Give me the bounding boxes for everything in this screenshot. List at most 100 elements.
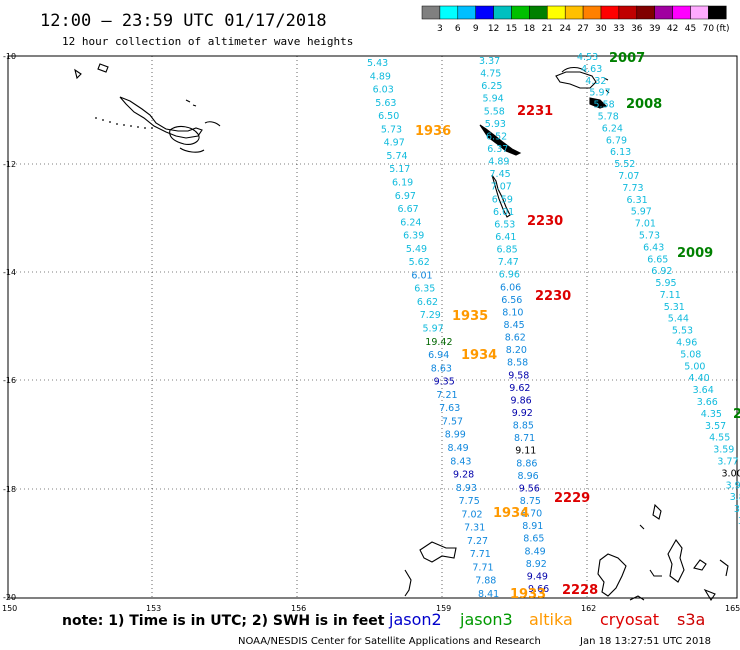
wave-height-value: 6.25 bbox=[481, 81, 502, 92]
pass-label-2009: 2009 bbox=[677, 246, 713, 261]
scale-label: 12 bbox=[488, 24, 499, 34]
scale-label: 15 bbox=[506, 24, 517, 34]
wave-height-value: 7.02 bbox=[461, 509, 482, 520]
wave-height-value: 6.37 bbox=[487, 144, 508, 155]
pass-label-2231: 2231 bbox=[517, 104, 553, 119]
scale-label: 18 bbox=[524, 24, 536, 34]
wave-height-value: 8.86 bbox=[516, 458, 537, 469]
pass-labels: 2007 2008 2231 1936 2230 2009 2230 1935 … bbox=[415, 51, 713, 602]
pass-label-1934-a: 1934 bbox=[461, 348, 497, 363]
wave-height-value: 7.01 bbox=[635, 219, 656, 230]
wave-height-value: 4.89 bbox=[370, 71, 391, 82]
wave-height-value: 6.24 bbox=[602, 123, 623, 134]
wave-height-value: 6.96 bbox=[499, 270, 520, 281]
wave-height-value: 5.97 bbox=[423, 324, 444, 335]
satellite-legend: jason2 jason3 altika cryosat s3a bbox=[388, 610, 705, 629]
wave-height-value: 6.35 bbox=[414, 284, 435, 295]
lon-label: 162 bbox=[581, 604, 596, 613]
wave-height-value: 6.59 bbox=[492, 194, 513, 205]
wave-height-value: 8.91 bbox=[522, 521, 543, 532]
wave-height-value: 8.49 bbox=[525, 546, 546, 557]
legend-jason3: jason3 bbox=[459, 610, 513, 629]
pass-label-2230-b: 2230 bbox=[535, 289, 571, 304]
wave-height-value: 4.55 bbox=[709, 433, 730, 444]
wave-height-value: 6.24 bbox=[400, 217, 421, 228]
scale-swatch bbox=[636, 5, 655, 20]
wave-height-value: 7.07 bbox=[618, 171, 639, 182]
wave-height-value: 6.39 bbox=[403, 231, 424, 242]
wave-height-value: 6.56 bbox=[501, 295, 522, 306]
lon-label: 153 bbox=[146, 604, 161, 613]
wave-height-value: 9.28 bbox=[453, 470, 474, 481]
pass-label-1935: 1935 bbox=[452, 309, 488, 324]
legend-altika: altika bbox=[529, 610, 573, 629]
wave-height-value: 8.58 bbox=[507, 358, 528, 369]
scale-label: 3 bbox=[437, 24, 443, 34]
wave-height-value: 8.96 bbox=[518, 471, 539, 482]
wave-height-value: 9.49 bbox=[527, 571, 548, 582]
wave-height-value: 7.75 bbox=[459, 496, 480, 507]
wave-height-value: 6.52 bbox=[486, 131, 507, 142]
wave-height-value: 3.97 bbox=[726, 480, 740, 491]
wave-height-value: 5.73 bbox=[381, 124, 402, 135]
wave-height-value: 8.43 bbox=[450, 456, 471, 467]
lat-lon-grid bbox=[8, 56, 737, 598]
scale-swatch bbox=[493, 5, 512, 20]
wave-height-value: 5.58 bbox=[484, 106, 505, 117]
wave-height-value: 7.27 bbox=[467, 536, 488, 547]
wave-height-value: 4.32 bbox=[585, 76, 606, 87]
wave-height-value: 3.66 bbox=[697, 397, 718, 408]
footer-credit: NOAA/NESDIS Center for Satellite Applica… bbox=[238, 636, 541, 647]
edge-label-partial: 2 bbox=[733, 407, 740, 422]
wave-height-value: 8.41 bbox=[478, 589, 499, 600]
coastlines bbox=[74, 63, 729, 602]
wave-height-value: 4.75 bbox=[480, 69, 501, 80]
wave-height-value: 6.06 bbox=[500, 282, 521, 293]
wave-height-value: 7.07 bbox=[491, 182, 512, 193]
wave-height-value: 7.29 bbox=[420, 310, 441, 321]
wave-height-value: 8.99 bbox=[445, 430, 466, 441]
wave-height-value: 7.47 bbox=[498, 257, 519, 268]
wave-height-value: 6.67 bbox=[398, 204, 419, 215]
wave-height-value: 5.44 bbox=[668, 314, 689, 325]
scale-label: 36 bbox=[631, 24, 643, 34]
map-frame bbox=[7, 55, 738, 599]
pass-label-1934-b: 1934 bbox=[493, 506, 529, 521]
lon-label: 165 bbox=[725, 604, 740, 613]
lon-label: 156 bbox=[291, 604, 306, 613]
scale-swatch bbox=[475, 5, 494, 20]
wave-height-value: 3.37 bbox=[479, 56, 500, 67]
wave-height-value: 3.00 bbox=[722, 468, 740, 479]
wave-height-value: 7.57 bbox=[442, 416, 463, 427]
wave-height-value: 3.5 bbox=[738, 516, 740, 527]
wave-height-value: 6.92 bbox=[651, 266, 672, 277]
scale-swatch bbox=[672, 5, 691, 20]
wave-height-value: 7.11 bbox=[660, 290, 681, 301]
scale-swatch bbox=[708, 5, 727, 20]
wave-height-value: 5.53 bbox=[672, 326, 693, 337]
wave-height-value: 5.49 bbox=[406, 244, 427, 255]
scale-label: 45 bbox=[685, 24, 696, 34]
pass-label-2008: 2008 bbox=[626, 97, 662, 112]
wave-height-value: 5.63 bbox=[375, 98, 396, 109]
wave-height-value: 9.92 bbox=[512, 408, 533, 419]
wave-height-value: 6.03 bbox=[373, 85, 394, 96]
wave-height-value: 9.62 bbox=[509, 383, 530, 394]
wave-height-value: 8.75 bbox=[520, 496, 541, 507]
wave-height-value: 8.45 bbox=[504, 320, 525, 331]
wave-height-value: 6.79 bbox=[606, 135, 627, 146]
longitude-labels: 150 153 156 159 162 165 bbox=[2, 604, 740, 613]
scale-label: 9 bbox=[473, 24, 479, 34]
wave-height-value: 4.35 bbox=[701, 409, 722, 420]
wave-height-value: 5.95 bbox=[655, 278, 676, 289]
wave-height-value: 8.63 bbox=[431, 363, 452, 374]
wave-height-value: 5.97 bbox=[631, 207, 652, 218]
wave-height-value: 4.97 bbox=[384, 138, 405, 149]
scale-swatch bbox=[564, 5, 584, 20]
wave-height-value: 6.43 bbox=[643, 242, 664, 253]
wave-height-value: 6.53 bbox=[494, 219, 515, 230]
lat-label: -16 bbox=[3, 376, 16, 385]
wave-height-value: 9.66 bbox=[528, 584, 549, 595]
wave-height-value: 19.42 bbox=[425, 337, 452, 348]
